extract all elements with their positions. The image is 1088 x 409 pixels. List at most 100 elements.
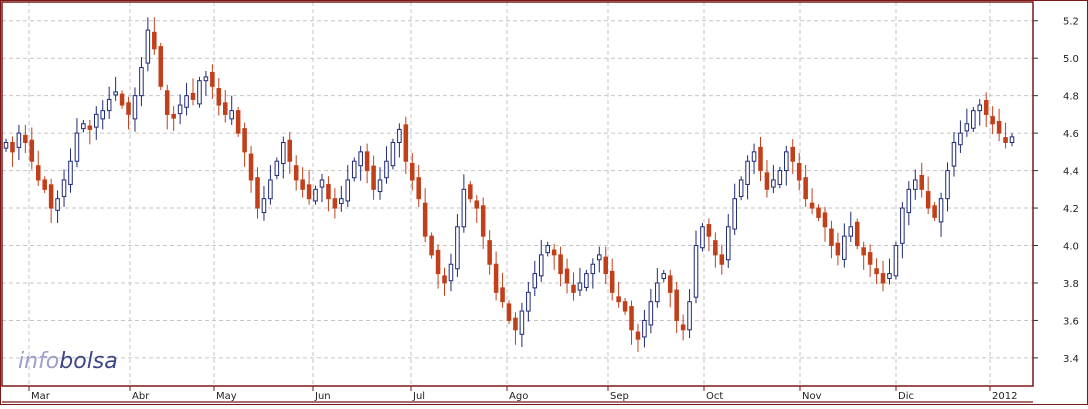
candle bbox=[945, 162, 950, 212]
candle-body-up bbox=[545, 245, 550, 254]
candle-body-down bbox=[925, 191, 931, 209]
candle bbox=[900, 202, 905, 259]
candle-body-down bbox=[158, 46, 164, 87]
candle-body-down bbox=[468, 184, 473, 200]
candle-body-down bbox=[416, 177, 421, 200]
candle-body-down bbox=[480, 205, 486, 237]
candle-body-up bbox=[977, 104, 983, 112]
candle bbox=[558, 246, 563, 287]
candle-body-down bbox=[764, 172, 770, 190]
candle bbox=[287, 131, 293, 174]
candle-body-down bbox=[506, 303, 512, 321]
candle bbox=[519, 302, 525, 348]
candle-body-up bbox=[938, 198, 944, 223]
candle-body-up bbox=[55, 198, 60, 211]
candle-body-up bbox=[751, 151, 757, 162]
candle bbox=[371, 155, 376, 200]
candle bbox=[693, 230, 699, 304]
candle bbox=[106, 86, 112, 119]
candle-body-up bbox=[448, 263, 454, 282]
candle-body-down bbox=[609, 270, 615, 293]
candle bbox=[242, 122, 247, 167]
candle bbox=[958, 120, 963, 153]
candle bbox=[809, 188, 815, 215]
candle-body-down bbox=[822, 212, 828, 228]
candle bbox=[835, 232, 841, 266]
candle bbox=[409, 152, 415, 191]
candle-body-up bbox=[700, 226, 705, 249]
candle-body-down bbox=[216, 88, 222, 106]
candle-body-up bbox=[281, 141, 286, 164]
candle-body-up bbox=[106, 98, 112, 112]
candle bbox=[964, 108, 970, 137]
candle-body-up bbox=[725, 226, 731, 261]
candle-body-down bbox=[719, 254, 725, 265]
candle-body-up bbox=[145, 29, 151, 64]
candle-body-up bbox=[519, 310, 525, 335]
candle-body-down bbox=[364, 151, 370, 172]
candle-body-down bbox=[854, 221, 860, 247]
candle-body-down bbox=[171, 113, 176, 119]
candle bbox=[210, 64, 215, 100]
candle bbox=[364, 143, 370, 184]
candle bbox=[203, 70, 209, 96]
candle bbox=[771, 164, 776, 194]
candle bbox=[281, 136, 286, 179]
candle-body-down bbox=[1003, 137, 1008, 143]
candle-body-down bbox=[629, 306, 634, 331]
candle bbox=[938, 192, 944, 237]
x-tick-label-may: May bbox=[216, 391, 237, 402]
candle-body-up bbox=[384, 160, 389, 179]
candle-body-up bbox=[113, 91, 118, 96]
candle-body-down bbox=[409, 162, 415, 181]
candle bbox=[674, 281, 679, 334]
candle-body-down bbox=[500, 287, 505, 303]
candle bbox=[609, 258, 615, 301]
candle bbox=[893, 241, 899, 280]
candle-body-down bbox=[990, 116, 995, 125]
x-tick-label-jul: Jul bbox=[412, 391, 425, 402]
candle bbox=[377, 167, 383, 200]
candle-body-down bbox=[332, 198, 338, 209]
candle bbox=[526, 281, 531, 322]
candle bbox=[706, 218, 712, 252]
candle-body-down bbox=[403, 124, 409, 162]
y-tick-label: 4.4 bbox=[1063, 167, 1079, 178]
plot-frame bbox=[1, 1, 1034, 387]
candle-body-down bbox=[126, 102, 131, 115]
candle-body-up bbox=[906, 188, 912, 214]
candle bbox=[635, 323, 641, 352]
candle bbox=[448, 253, 454, 292]
candle-body-up bbox=[74, 132, 80, 162]
candle-body-up bbox=[584, 273, 589, 288]
candle bbox=[867, 244, 873, 277]
candle-body-up bbox=[268, 179, 273, 200]
candle-body-down bbox=[190, 92, 196, 100]
candle bbox=[442, 267, 447, 296]
candle-body-down bbox=[164, 90, 170, 115]
candle-body-up bbox=[377, 179, 383, 193]
candle bbox=[1003, 122, 1008, 149]
candle-body-up bbox=[455, 226, 460, 270]
candle bbox=[3, 138, 9, 152]
candle bbox=[738, 176, 744, 201]
candle bbox=[113, 76, 118, 101]
candle bbox=[55, 190, 60, 224]
candle bbox=[822, 206, 828, 242]
candle-body-up bbox=[397, 128, 402, 143]
candle-body-up bbox=[648, 301, 654, 326]
candle bbox=[655, 267, 660, 308]
candle bbox=[584, 269, 589, 292]
candle-body-down bbox=[996, 121, 1002, 134]
candle bbox=[171, 106, 176, 131]
candle-body-down bbox=[371, 165, 376, 190]
candle bbox=[700, 223, 705, 252]
candle bbox=[100, 100, 106, 130]
candle-body-up bbox=[893, 245, 899, 277]
x-tick-label-abr: Abr bbox=[132, 391, 150, 402]
candle bbox=[887, 258, 892, 285]
candles bbox=[3, 17, 1015, 352]
candle bbox=[145, 17, 151, 72]
candle bbox=[751, 143, 757, 174]
